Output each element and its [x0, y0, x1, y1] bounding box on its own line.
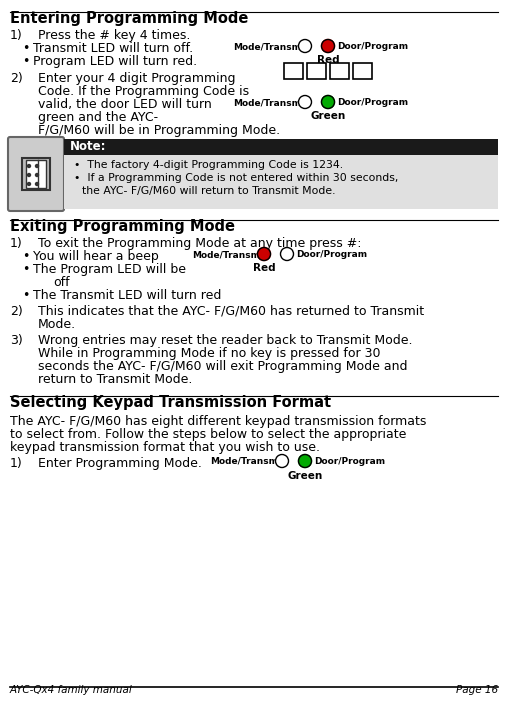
Text: Press the # key 4 times.: Press the # key 4 times. — [38, 29, 190, 42]
Bar — [330, 63, 349, 79]
Text: You will hear a beep: You will hear a beep — [33, 250, 158, 263]
Text: 2): 2) — [10, 72, 23, 85]
Bar — [353, 63, 372, 79]
Text: Page 16: Page 16 — [456, 685, 498, 695]
Circle shape — [299, 95, 311, 108]
Text: Enter Programming Mode.: Enter Programming Mode. — [38, 457, 202, 470]
Text: The Transmit LED will turn red: The Transmit LED will turn red — [33, 289, 221, 302]
Bar — [22, 158, 50, 190]
Circle shape — [27, 164, 30, 168]
Text: seconds the AYC- F/G/M60 will exit Programming Mode and: seconds the AYC- F/G/M60 will exit Progr… — [38, 360, 407, 373]
Text: AYC-Qx4 family manual: AYC-Qx4 family manual — [10, 685, 133, 695]
Bar — [64, 139, 498, 155]
Text: Red: Red — [316, 55, 339, 65]
Text: Mode.: Mode. — [38, 318, 76, 331]
Text: •: • — [22, 250, 29, 263]
Text: Enter your 4 digit Programming: Enter your 4 digit Programming — [38, 72, 236, 85]
Text: Note:: Note: — [70, 141, 107, 153]
Text: •: • — [22, 55, 29, 68]
Text: 1): 1) — [10, 457, 23, 470]
Text: Mode/Transmit: Mode/Transmit — [233, 42, 308, 51]
Text: F/G/M60 will be in Programming Mode.: F/G/M60 will be in Programming Mode. — [38, 124, 280, 137]
Bar — [64, 155, 498, 209]
Text: Green: Green — [310, 111, 345, 121]
Circle shape — [27, 174, 30, 176]
Text: Green: Green — [288, 471, 323, 481]
Text: keypad transmission format that you wish to use.: keypad transmission format that you wish… — [10, 441, 320, 454]
Text: While in Programming Mode if no key is pressed for 30: While in Programming Mode if no key is p… — [38, 347, 380, 360]
Text: Selecting Keypad Transmission Format: Selecting Keypad Transmission Format — [10, 395, 331, 410]
Text: The AYC- F/G/M60 has eight different keypad transmission formats: The AYC- F/G/M60 has eight different key… — [10, 415, 426, 428]
Text: •: • — [22, 289, 29, 302]
Circle shape — [299, 455, 311, 467]
Circle shape — [36, 183, 39, 186]
Text: green and the AYC-: green and the AYC- — [38, 111, 158, 124]
Circle shape — [275, 455, 289, 467]
Text: ?: ? — [359, 65, 366, 77]
Text: 3): 3) — [10, 334, 23, 347]
Text: Exiting Programming Mode: Exiting Programming Mode — [10, 219, 235, 234]
FancyBboxPatch shape — [8, 137, 64, 211]
Bar — [307, 63, 326, 79]
Text: •: • — [22, 42, 29, 55]
Circle shape — [258, 247, 270, 260]
Circle shape — [27, 183, 30, 186]
Text: Door/Program: Door/Program — [337, 98, 408, 107]
Text: This indicates that the AYC- F/G/M60 has returned to Transmit: This indicates that the AYC- F/G/M60 has… — [38, 305, 424, 318]
Text: ?: ? — [313, 65, 320, 77]
Text: to select from. Follow the steps below to select the appropriate: to select from. Follow the steps below t… — [10, 428, 406, 441]
Text: •: • — [22, 263, 29, 276]
Circle shape — [322, 39, 334, 52]
Text: Mode/Transmit: Mode/Transmit — [233, 98, 308, 107]
Text: •  The factory 4-digit Programming Code is 1234.: • The factory 4-digit Programming Code i… — [74, 160, 343, 170]
Text: return to Transmit Mode.: return to Transmit Mode. — [38, 373, 193, 386]
Circle shape — [36, 174, 39, 176]
Text: The Program LED will be: The Program LED will be — [33, 263, 186, 276]
Text: off: off — [53, 276, 70, 289]
Text: Mode/Transmit: Mode/Transmit — [210, 457, 285, 466]
Text: Door/Program: Door/Program — [337, 42, 408, 51]
Text: 1): 1) — [10, 29, 23, 42]
Circle shape — [299, 39, 311, 52]
Text: Mode/Transmit: Mode/Transmit — [192, 250, 268, 259]
Text: Wrong entries may reset the reader back to Transmit Mode.: Wrong entries may reset the reader back … — [38, 334, 412, 347]
Text: valid, the door LED will turn: valid, the door LED will turn — [38, 98, 212, 111]
Text: Red: Red — [252, 263, 275, 273]
Circle shape — [36, 164, 39, 168]
Text: Code. If the Programming Code is: Code. If the Programming Code is — [38, 85, 249, 98]
Text: Entering Programming Mode: Entering Programming Mode — [10, 11, 248, 26]
Text: ?: ? — [290, 65, 297, 77]
Text: 1): 1) — [10, 237, 23, 250]
Text: Door/Program: Door/Program — [296, 250, 367, 259]
Bar — [284, 63, 303, 79]
Text: 2): 2) — [10, 305, 23, 318]
Text: ?: ? — [336, 65, 343, 77]
Circle shape — [280, 247, 294, 260]
Text: Door/Program: Door/Program — [314, 457, 385, 466]
Text: •  If a Programming Code is not entered within 30 seconds,: • If a Programming Code is not entered w… — [74, 173, 398, 183]
Text: To exit the Programming Mode at any time press #:: To exit the Programming Mode at any time… — [38, 237, 362, 250]
Circle shape — [322, 95, 334, 108]
Text: Transmit LED will turn off.: Transmit LED will turn off. — [33, 42, 193, 55]
Text: Program LED will turn red.: Program LED will turn red. — [33, 55, 197, 68]
Bar — [26, 160, 46, 188]
Text: the AYC- F/G/M60 will return to Transmit Mode.: the AYC- F/G/M60 will return to Transmit… — [82, 186, 335, 196]
